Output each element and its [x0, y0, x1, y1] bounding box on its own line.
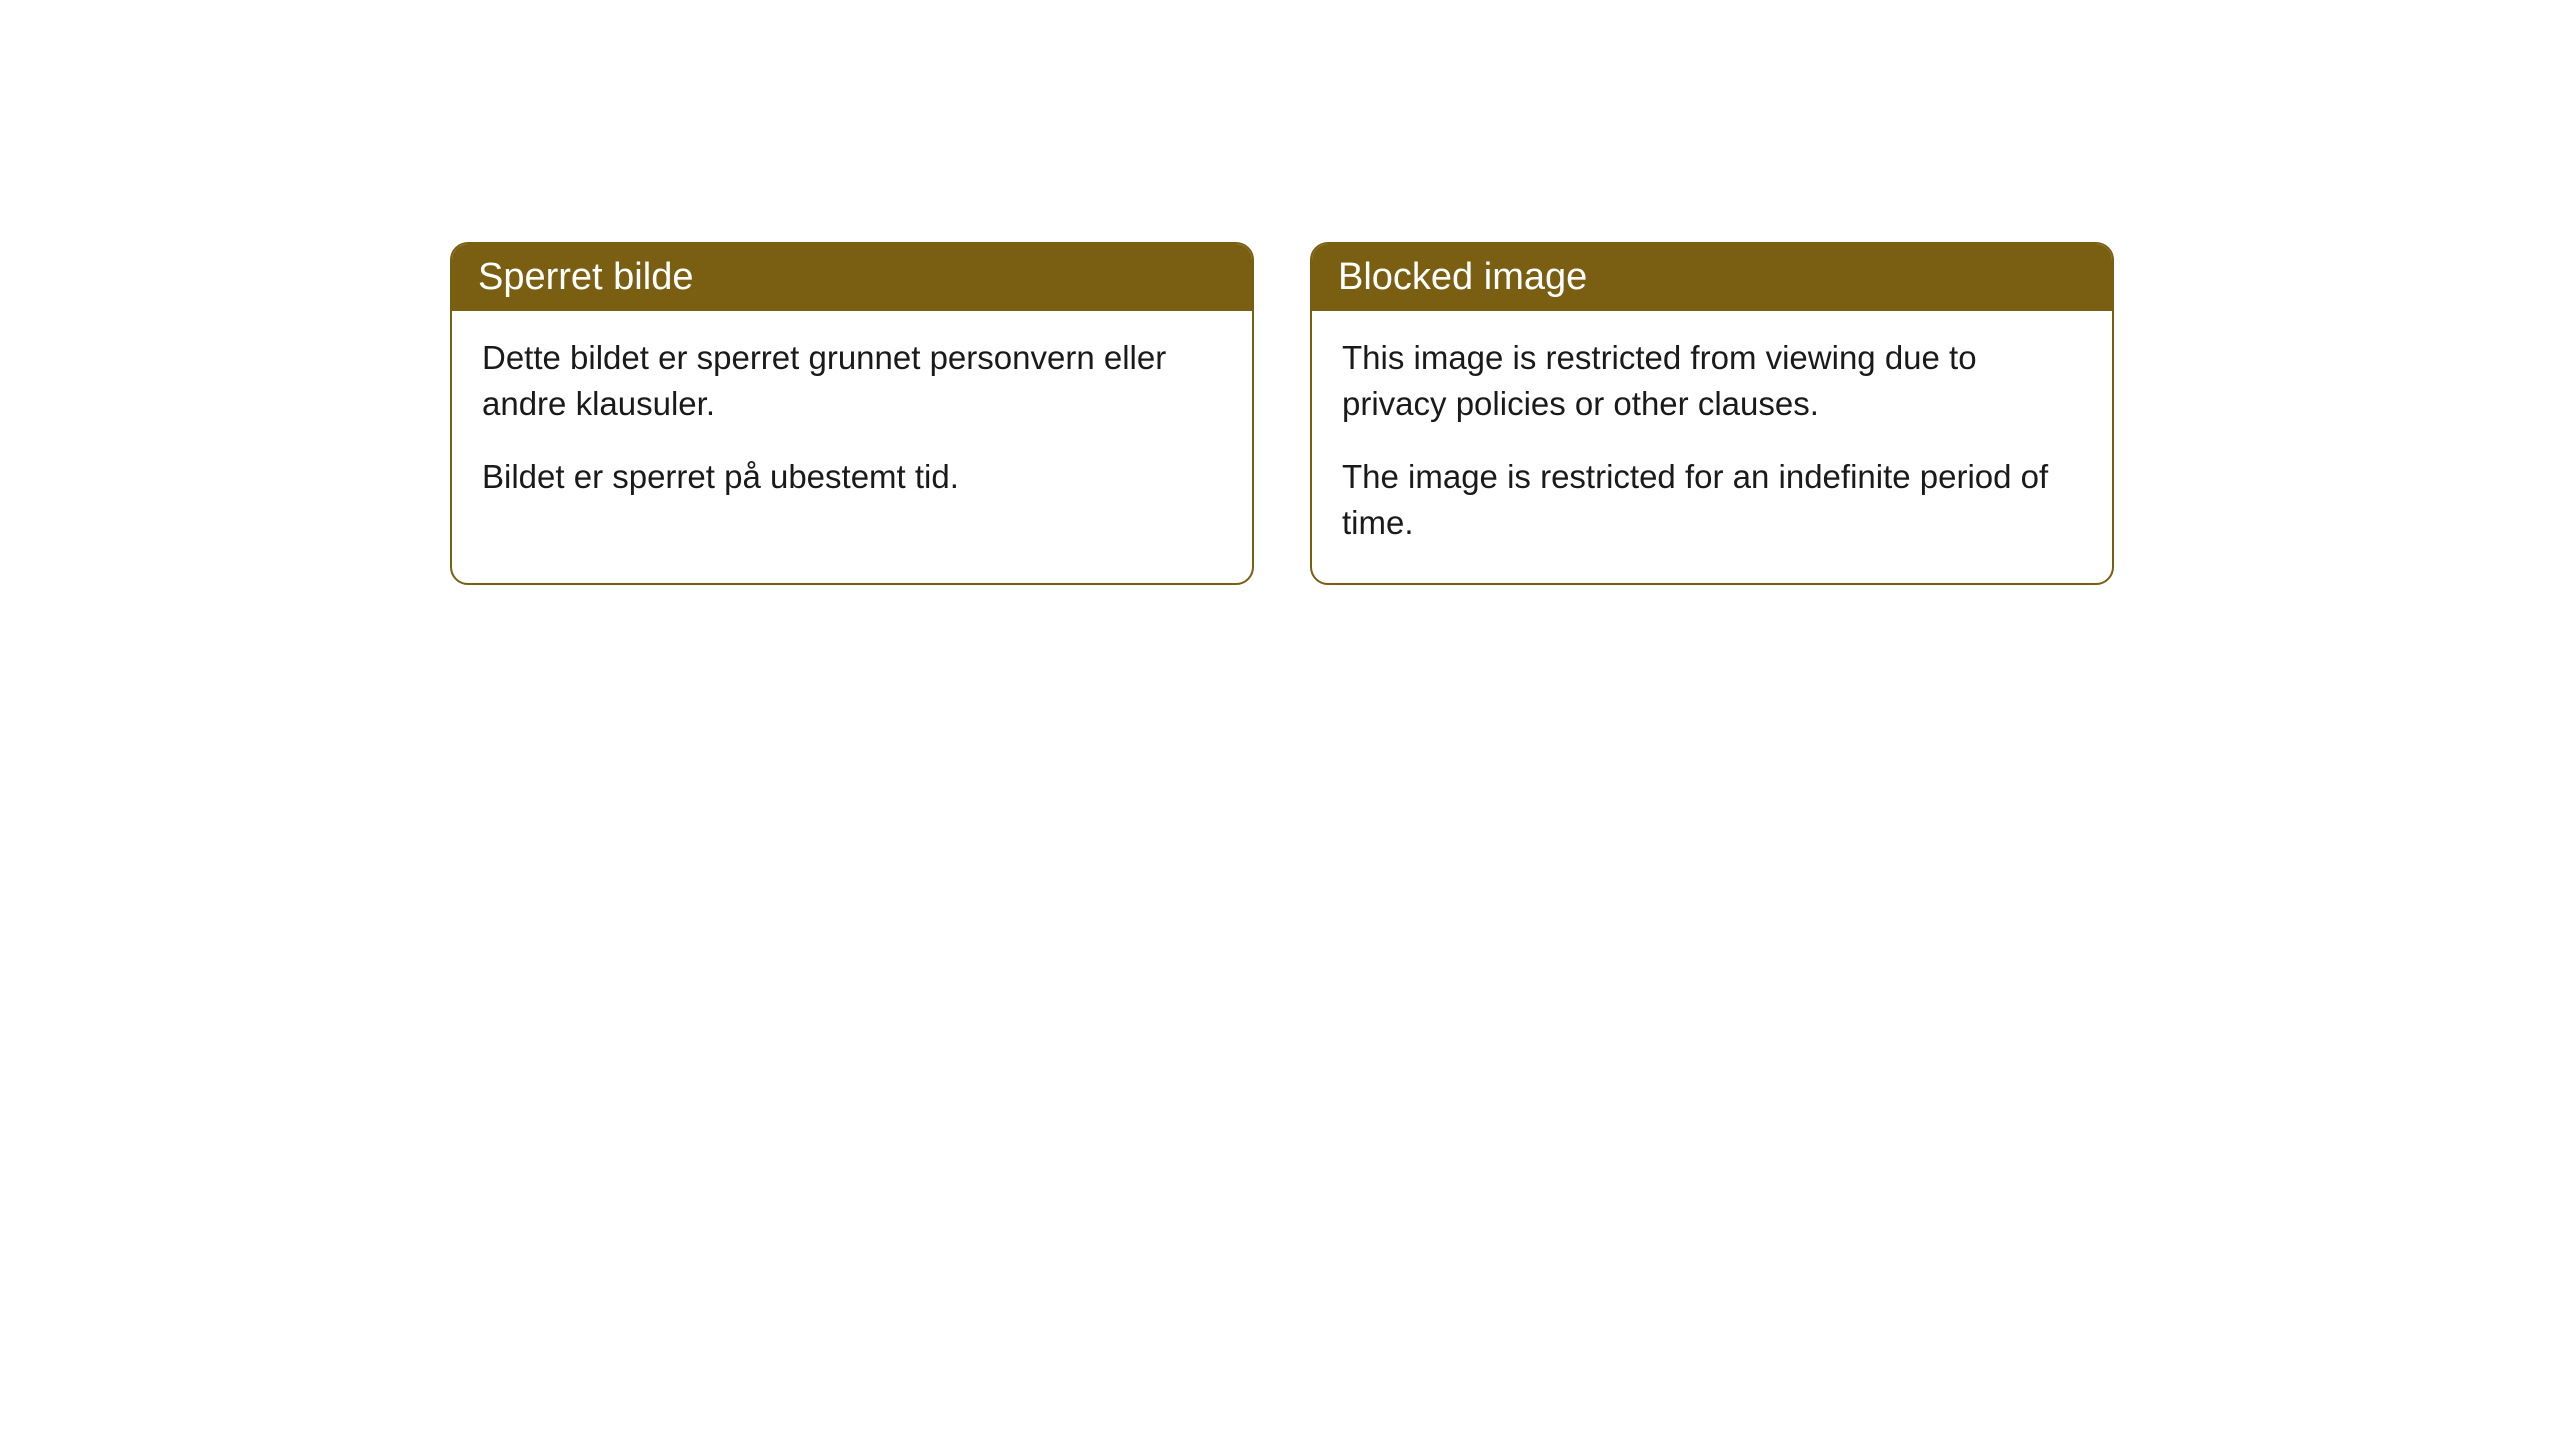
card-paragraph: This image is restricted from viewing du…	[1342, 335, 2082, 426]
card-body: Dette bildet er sperret grunnet personve…	[452, 311, 1252, 538]
card-title: Sperret bilde	[478, 256, 693, 298]
card-header: Sperret bilde	[452, 244, 1252, 311]
blocked-image-card-english: Blocked image This image is restricted f…	[1310, 242, 2114, 585]
cards-container: Sperret bilde Dette bildet er sperret gr…	[0, 0, 2560, 585]
card-body: This image is restricted from viewing du…	[1312, 311, 2112, 583]
card-paragraph: The image is restricted for an indefinit…	[1342, 454, 2082, 545]
blocked-image-card-norwegian: Sperret bilde Dette bildet er sperret gr…	[450, 242, 1254, 585]
card-paragraph: Dette bildet er sperret grunnet personve…	[482, 335, 1222, 426]
card-header: Blocked image	[1312, 244, 2112, 311]
card-title: Blocked image	[1338, 256, 1587, 298]
card-paragraph: Bildet er sperret på ubestemt tid.	[482, 454, 1222, 500]
